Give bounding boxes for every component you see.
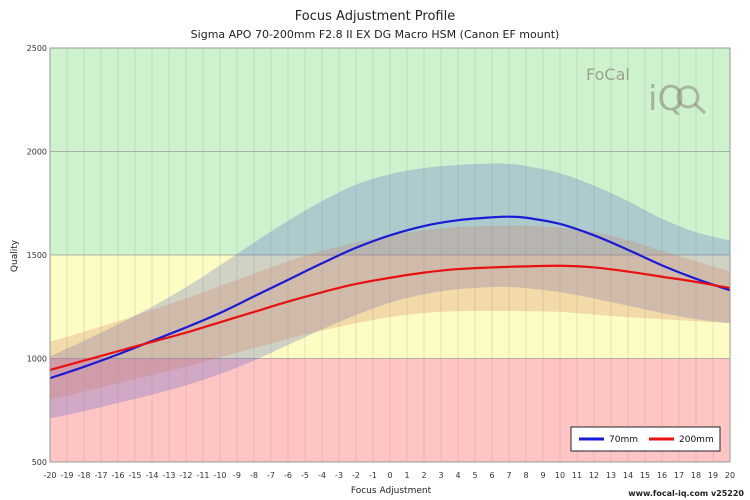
x-tick-label: 8 [523,471,528,480]
y-tick-label: 2000 [27,148,47,157]
x-tick-label: -6 [284,471,292,480]
x-tick-label: -15 [128,471,141,480]
x-tick-label: -1 [369,471,377,480]
x-tick-label: 9 [540,471,545,480]
x-tick-label: 5 [472,471,477,480]
x-tick-label: 6 [489,471,494,480]
x-tick-label: 14 [623,471,633,480]
band-200mm [50,225,730,400]
x-tick-label: -13 [162,471,175,480]
x-tick-label: 11 [572,471,582,480]
legend-label-70mm: 70mm [609,435,638,445]
x-tick-label: 10 [555,471,565,480]
x-axis-label: Focus Adjustment [351,486,432,496]
chart-title: Focus Adjustment Profile [295,9,455,24]
legend-label-200mm: 200mm [679,435,714,445]
band-70mm [50,163,730,419]
x-tick-label: -16 [111,471,124,480]
x-tick-label: 7 [506,471,511,480]
x-tick-label: 20 [725,471,735,480]
x-tick-label: 19 [708,471,718,480]
x-tick-label: 0 [387,471,392,480]
x-tick-label: -8 [250,471,258,480]
focal-iq-logo: FoCal iQ [586,65,707,119]
magnifier-handle-icon [693,102,707,115]
x-tick-label: -19 [60,471,73,480]
x-tick-label: 16 [657,471,667,480]
x-tick-label: 2 [421,471,426,480]
line-200mm [49,264,731,371]
series-lines [49,215,731,380]
magnifier-icon [676,85,700,109]
x-tick-label: -14 [145,471,158,480]
x-axis-ticks: -20 -19 -18 -17 -16 -15 -14 -13 -12 -11 -10 -9 -8 -7-… [43,471,735,480]
x-tick-label: 4 [455,471,460,480]
x-tick-label: -11 [196,471,209,480]
x-tick-label: 1 [404,471,409,480]
x-tick-label: -12 [179,471,192,480]
x-tick-label: 17 [674,471,684,480]
plot-area [49,47,731,463]
y-tick-label: 2500 [27,44,47,53]
x-tick-label: 3 [438,471,443,480]
x-tick-label: -3 [335,471,343,480]
y-tick-label: 1000 [27,355,47,364]
x-tick-label: -20 [43,471,56,480]
y-axis-label: Quality [10,239,20,272]
x-tick-label: 12 [589,471,599,480]
x-tick-label: -7 [267,471,275,480]
confidence-bands [50,163,730,419]
x-tick-label: -18 [77,471,90,480]
x-tick-label: -5 [301,471,309,480]
x-tick-label: -4 [318,471,326,480]
y-tick-label: 1500 [27,251,47,260]
x-tick-label: 13 [606,471,616,480]
legend: 70mm 200mm [570,426,721,452]
x-tick-label: 18 [691,471,701,480]
footer-credit: www.focal-iq.com v25220 [628,489,744,498]
logo-text-top: FoCal [586,65,630,84]
y-tick-label: 500 [32,458,47,467]
plot-border [49,47,731,463]
chart-subtitle: Sigma APO 70-200mm F2.8 II EX DG Macro H… [191,28,560,41]
x-tick-label: 15 [640,471,650,480]
x-tick-label: -2 [352,471,360,480]
line-70mm [49,215,731,380]
x-tick-label: -10 [213,471,226,480]
x-tick-label: -17 [94,471,107,480]
y-axis-ticks: 500 1000 1500 2000 2500 [27,44,47,467]
x-tick-label: -9 [233,471,241,480]
